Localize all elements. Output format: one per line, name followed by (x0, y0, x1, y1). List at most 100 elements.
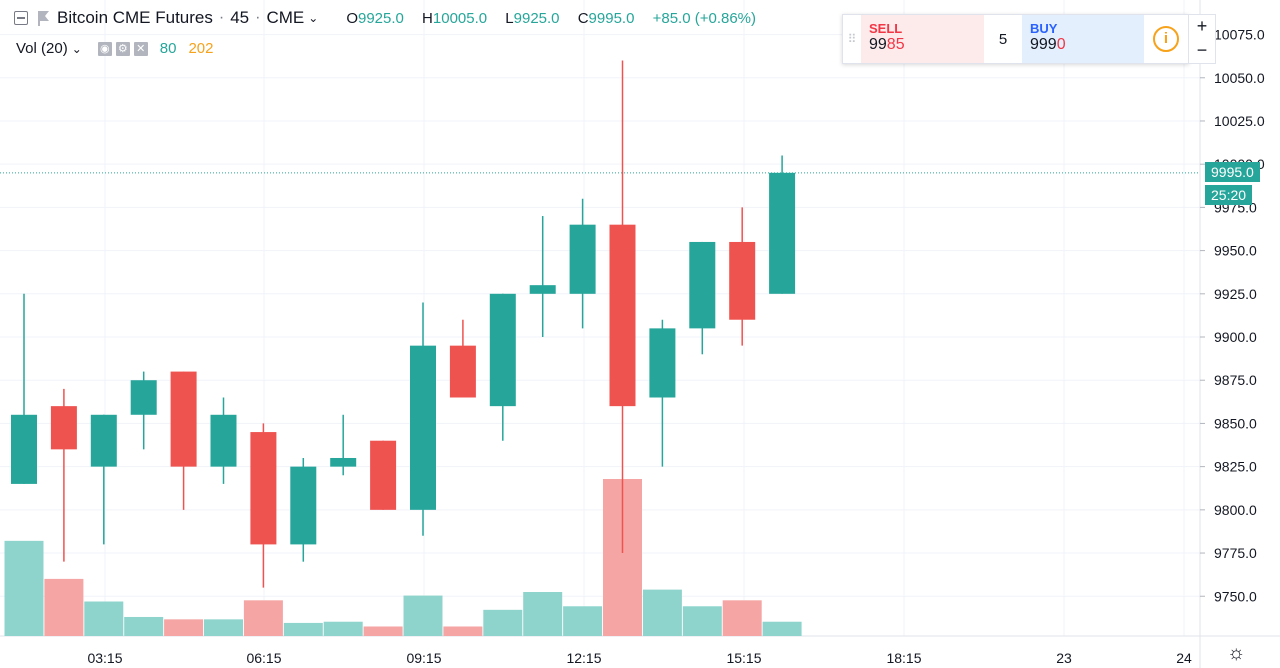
candle-body (90, 414, 117, 467)
x-tick-label: 23 (1056, 650, 1072, 666)
high-value: 10005.0 (432, 9, 488, 27)
buy-price-highlight: 0 (1056, 36, 1066, 53)
y-tick-label: 9925.0 (1214, 286, 1257, 302)
candle-body (130, 380, 157, 415)
candle-body (449, 345, 476, 398)
buy-price-main: 999 (1030, 36, 1057, 53)
info-icon: i (1153, 26, 1179, 52)
symbol-legend[interactable]: Bitcoin CME Futures · 45 · CME ⌄ O9925.0… (14, 8, 756, 28)
x-tick-label: 15:15 (726, 650, 761, 666)
candle-body (50, 406, 77, 450)
zoom-control: + − (1188, 14, 1216, 64)
candle-body (729, 241, 756, 320)
sell-button[interactable]: SELL 9985 (861, 15, 984, 63)
y-tick-label: 9750.0 (1214, 588, 1257, 604)
high-label: H (422, 9, 433, 27)
volume-value-1: 80 (159, 40, 177, 57)
y-tick-label: 9875.0 (1214, 372, 1257, 388)
info-button[interactable]: i (1144, 15, 1188, 63)
low-label: L (505, 9, 514, 27)
open-value: 9925.0 (357, 9, 404, 27)
candle-body (290, 466, 317, 545)
candle-body (170, 371, 197, 467)
volume-bar (283, 622, 323, 636)
volume-bar (682, 606, 722, 636)
volume-bar (403, 595, 443, 636)
y-tick-label: 9800.0 (1214, 502, 1257, 518)
candle-body (250, 432, 277, 545)
quantity-field[interactable]: 5 (998, 30, 1008, 48)
countdown-label: 25:20 (1205, 185, 1253, 205)
y-tick-label: 10025.0 (1214, 113, 1265, 129)
candle-body (410, 345, 436, 510)
zoom-out-button[interactable]: − (1196, 40, 1208, 60)
volume-bar (323, 621, 363, 636)
candle-body (569, 224, 596, 294)
x-tick-label: 06:15 (246, 650, 281, 666)
candle-body (370, 440, 397, 510)
last-price-label: 9995.0 (1205, 162, 1260, 182)
volume-bar (483, 609, 523, 636)
x-tick-label: 03:15 (87, 650, 122, 666)
y-tick-label: 9850.0 (1214, 415, 1257, 431)
y-tick-label: 10050.0 (1214, 70, 1265, 86)
trade-panel: ⠿ SELL 9985 5 BUY 9990 i (842, 14, 1189, 64)
close-value: 9995.0 (588, 9, 635, 27)
close-label: C (577, 9, 589, 27)
candle-body (210, 414, 237, 467)
gear-icon[interactable]: ⚙ (115, 41, 130, 56)
close-icon[interactable]: ✕ (133, 41, 148, 56)
candle-body (769, 172, 796, 294)
volume-bar (722, 600, 762, 636)
ohlc-values: O9925.0 H10005.0 L9925.0 C9995.0 +85.0 (… (346, 10, 756, 27)
collapse-legend-icon[interactable] (14, 11, 28, 25)
sell-price-highlight: 85 (886, 36, 905, 53)
volume-bar (124, 616, 164, 636)
buy-label: BUY (1030, 21, 1058, 36)
x-tick-label: 24 (1176, 650, 1192, 666)
drag-handle-icon[interactable]: ⠿ (847, 32, 857, 46)
volume-bar (642, 589, 682, 636)
interval-label[interactable]: 45 (230, 8, 250, 27)
exchange-label[interactable]: CME (266, 8, 305, 27)
low-value: 9925.0 (513, 9, 560, 27)
volume-bar (44, 578, 84, 636)
open-label: O (346, 9, 358, 27)
sell-label: SELL (869, 21, 903, 36)
candle-body (649, 328, 676, 398)
candle-body (330, 457, 357, 467)
volume-bar (84, 601, 124, 636)
volume-bar (164, 619, 204, 636)
y-tick-label: 9950.0 (1214, 243, 1257, 259)
x-tick-label: 09:15 (406, 650, 441, 666)
chevron-down-icon[interactable]: ⌄ (308, 11, 319, 25)
volume-bar (204, 619, 243, 636)
volume-value-2: 202 (188, 40, 214, 57)
y-tick-label: 9775.0 (1214, 545, 1257, 561)
x-tick-label: 12:15 (566, 650, 601, 666)
legend-separator: · (255, 9, 261, 26)
volume-label[interactable]: Vol (20) (16, 40, 68, 57)
candle-body (489, 293, 516, 407)
sell-price-main: 99 (869, 36, 887, 53)
volume-bar (243, 600, 283, 636)
volume-bar (4, 540, 44, 636)
candle-body (609, 224, 636, 407)
legend-separator: · (218, 9, 225, 26)
y-tick-label: 10075.0 (1214, 27, 1265, 43)
volume-bar (443, 626, 483, 636)
volume-bar (363, 626, 403, 636)
buy-button[interactable]: BUY 9990 (1022, 15, 1144, 63)
candle-body (689, 241, 716, 329)
candle-body (11, 414, 37, 484)
volume-legend[interactable]: Vol (20) ⌄ ◉ ⚙ ✕ 80 202 (16, 40, 213, 57)
chevron-down-icon[interactable]: ⌄ (71, 41, 82, 56)
eye-icon[interactable]: ◉ (97, 41, 112, 56)
change-value: +85.0 (+0.86%) (652, 9, 757, 27)
zoom-in-button[interactable]: + (1196, 16, 1208, 36)
volume-bar (563, 606, 603, 636)
flag-icon[interactable] (38, 10, 49, 26)
settings-gear-icon[interactable]: ☼ (1227, 642, 1246, 664)
symbol-title[interactable]: Bitcoin CME Futures (57, 8, 213, 27)
